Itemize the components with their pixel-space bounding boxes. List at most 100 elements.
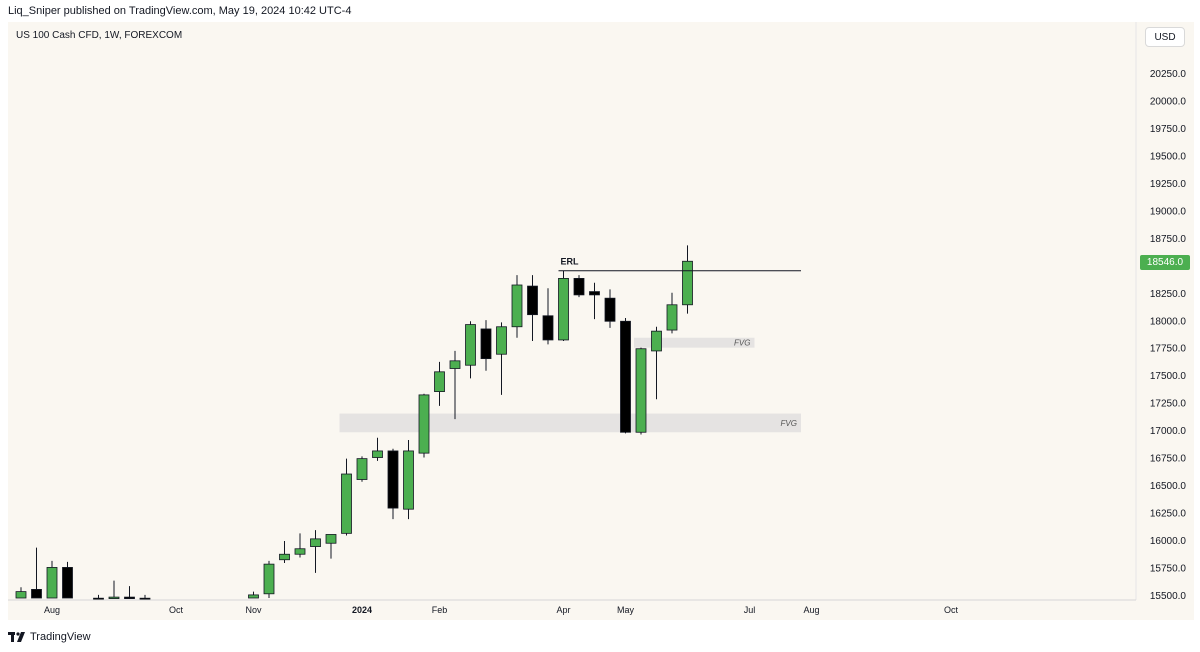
candle — [93, 594, 104, 601]
time-axis: Aug Oct Nov 2024 Feb Apr May Jul Aug Oct — [44, 605, 959, 615]
footer: TradingView — [0, 622, 1200, 652]
candle-body — [465, 324, 476, 366]
candle-body — [139, 597, 151, 601]
candle — [511, 275, 523, 338]
candle — [108, 580, 120, 599]
price-tick-label: 18750.0 — [1150, 234, 1187, 245]
time-tick-label: 2024 — [352, 605, 372, 615]
candle — [139, 594, 151, 601]
candle-body — [387, 450, 399, 509]
candle-body — [542, 315, 554, 341]
time-tick-label: Feb — [432, 605, 448, 615]
price-tick-label: 16500.0 — [1150, 481, 1187, 492]
price-tick-label: 17750.0 — [1150, 344, 1187, 355]
candle-body — [325, 534, 337, 544]
candle-body — [108, 596, 120, 599]
fvg-label-0: FVG — [781, 419, 797, 428]
price-tick-label: 19750.0 — [1150, 124, 1187, 135]
tradingview-logo-icon — [8, 632, 25, 642]
candle — [263, 560, 275, 598]
price-axis: 15500.0 15750.0 16000.0 16250.0 16500.0 16750… — [1150, 69, 1187, 602]
candle — [46, 560, 58, 599]
candle-body — [682, 260, 693, 306]
candle-body — [558, 278, 569, 341]
candle-body — [294, 548, 306, 555]
candle — [558, 270, 569, 342]
candle — [341, 458, 352, 536]
candle — [573, 275, 585, 298]
candle — [651, 326, 662, 400]
price-tick-label: 19500.0 — [1150, 151, 1187, 162]
currency-button[interactable]: USD — [1145, 27, 1185, 47]
last-price-badge: 18546.0 — [1140, 255, 1190, 270]
time-tick-label: Jul — [744, 605, 756, 615]
price-tick-label: 20000.0 — [1150, 96, 1187, 107]
candle-body — [418, 394, 430, 454]
price-tick-label: 17000.0 — [1150, 426, 1187, 437]
tradingview-brand[interactable]: TradingView — [8, 631, 91, 643]
price-tick-label: 15500.0 — [1150, 591, 1187, 602]
candle — [496, 322, 507, 395]
price-tick-label: 15750.0 — [1150, 564, 1187, 575]
candle — [449, 350, 461, 420]
candle-body — [651, 330, 662, 352]
candle — [465, 321, 476, 379]
time-tick-label: Aug — [44, 605, 60, 615]
time-tick-label: Oct — [169, 605, 184, 615]
time-tick-label: Aug — [803, 605, 819, 615]
candle-body — [279, 553, 290, 561]
candle — [372, 437, 383, 461]
symbol-title: US 100 Cash CFD, 1W, FOREXCOM — [16, 30, 183, 41]
price-tick-label: 19000.0 — [1150, 206, 1187, 217]
candle — [403, 439, 414, 520]
candle — [418, 393, 430, 458]
candle — [325, 534, 337, 559]
candle-body — [434, 371, 445, 392]
candle-body — [46, 567, 58, 599]
price-tick-label: 18000.0 — [1150, 316, 1187, 327]
candle-body — [635, 348, 647, 433]
candle — [294, 533, 306, 558]
price-tick-label: 16750.0 — [1150, 454, 1187, 465]
publish-info: Liq_Sniper published on TradingView.com,… — [8, 5, 352, 17]
candle — [387, 448, 399, 520]
brand-label: TradingView — [30, 631, 91, 643]
candle — [310, 530, 321, 573]
candle-body — [341, 473, 352, 534]
zones-layer: FVG FVG — [339, 337, 801, 433]
candle-body — [573, 278, 585, 296]
candle — [124, 586, 135, 599]
time-tick-label: Oct — [944, 605, 959, 615]
price-tick-label: 20250.0 — [1150, 69, 1187, 80]
candle — [604, 289, 616, 328]
fvg-label-1: FVG — [734, 339, 750, 348]
candle-body — [93, 597, 104, 601]
candle-body — [15, 591, 27, 599]
fvg-zone-1 — [634, 337, 755, 348]
time-tick-label: Apr — [556, 605, 570, 615]
candle — [589, 282, 600, 320]
candle — [279, 541, 290, 564]
candle-body — [511, 284, 523, 328]
candle — [62, 561, 73, 599]
candle — [248, 591, 259, 599]
candle-body — [124, 596, 135, 599]
candle — [434, 361, 445, 406]
candle-body — [31, 589, 42, 599]
candle — [620, 317, 631, 434]
candle-body — [310, 538, 321, 547]
fvg-zone-0 — [339, 413, 801, 433]
candle — [682, 245, 693, 314]
candle — [666, 292, 678, 334]
candle-body — [403, 450, 414, 510]
candle-body — [449, 360, 461, 369]
time-tick-label: Nov — [245, 605, 262, 615]
candle-body — [372, 450, 383, 458]
candle-body — [666, 304, 678, 331]
candle — [542, 288, 554, 345]
candle — [31, 547, 42, 599]
chart-area[interactable] — [8, 22, 1194, 620]
price-tick-label: 17250.0 — [1150, 399, 1187, 410]
candle — [527, 275, 538, 342]
